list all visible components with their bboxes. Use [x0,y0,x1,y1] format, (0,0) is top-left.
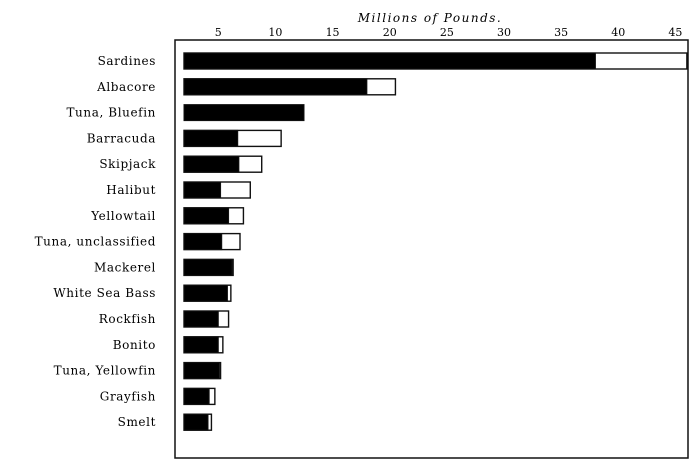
bar-dark-segment [183,310,219,328]
category-label: Tuna, Yellowfin [54,364,156,378]
category-label: Bonito [113,338,156,352]
category-label: Mackerel [94,260,156,274]
x-tick-label: 30 [497,26,511,39]
x-tick-label: 45 [668,26,682,39]
bar-dark-segment [183,104,305,122]
bar-dark-segment [183,129,239,147]
plot-frame [174,39,689,459]
x-axis-ticks: 5 10 15 20 25 30 35 40 45 [215,26,683,39]
x-tick-label: 35 [554,26,568,39]
x-tick-label: 20 [383,26,397,39]
bar-dark-segment [183,52,596,70]
bar-dark-segment [183,258,233,276]
category-label: Skipjack [99,157,156,171]
bar-dark-segment [183,362,220,380]
bars [183,52,688,431]
x-tick-label: 40 [611,26,625,39]
bar-dark-segment [183,181,222,199]
category-label: Yellowtail [90,209,156,223]
x-tick-label: 10 [268,26,282,39]
category-label: White Sea Bass [53,286,156,300]
bar-dark-segment [183,413,209,431]
bar-dark-segment [183,233,223,251]
bar-dark-segment [183,78,368,96]
bar-dark-segment [183,155,240,173]
category-label: Tuna, Bluefin [66,106,156,120]
category-label: Albacore [96,80,156,94]
category-label: Smelt [118,415,156,429]
bar-dark-segment [183,387,210,405]
category-label: Rockfish [99,312,156,326]
category-label: Barracuda [87,131,156,145]
bar-dark-segment [183,207,230,225]
bar-dark-segment [183,336,219,354]
category-labels: Sardines Albacore Tuna, Bluefin Barracuda Sk… [35,54,156,429]
x-axis-title: Millions of Pounds. [357,11,502,25]
category-label: Tuna, unclassified [35,235,156,249]
category-label: Grayfish [100,389,156,403]
category-label: Sardines [98,54,156,68]
bar-dark-segment [183,284,228,302]
x-tick-label: 15 [326,26,340,39]
x-tick-label: 25 [440,26,454,39]
category-label: Halibut [106,183,156,197]
x-tick-label: 5 [215,26,222,39]
